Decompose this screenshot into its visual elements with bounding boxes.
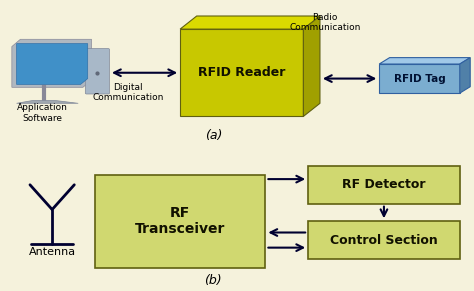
FancyBboxPatch shape bbox=[308, 221, 460, 259]
Text: (b): (b) bbox=[204, 274, 222, 287]
Text: Digital
Communication: Digital Communication bbox=[92, 83, 164, 102]
Polygon shape bbox=[180, 16, 320, 29]
Polygon shape bbox=[379, 58, 470, 64]
Text: RF
Transceiver: RF Transceiver bbox=[135, 206, 225, 236]
Text: (a): (a) bbox=[205, 129, 222, 142]
Polygon shape bbox=[303, 16, 320, 116]
FancyBboxPatch shape bbox=[308, 166, 460, 204]
Polygon shape bbox=[460, 58, 470, 93]
Polygon shape bbox=[379, 64, 460, 93]
Text: RFID Tag: RFID Tag bbox=[393, 74, 446, 84]
Text: RFID Reader: RFID Reader bbox=[198, 66, 285, 79]
Text: Radio
Communication: Radio Communication bbox=[289, 13, 360, 33]
Text: Application
Software: Application Software bbox=[17, 103, 68, 123]
Text: RF Detector: RF Detector bbox=[342, 178, 426, 191]
Polygon shape bbox=[17, 100, 78, 103]
Polygon shape bbox=[12, 39, 91, 87]
Polygon shape bbox=[180, 29, 303, 116]
Text: Antenna: Antenna bbox=[28, 247, 76, 257]
Polygon shape bbox=[17, 44, 88, 84]
Text: Control Section: Control Section bbox=[330, 234, 438, 246]
FancyBboxPatch shape bbox=[95, 175, 265, 268]
FancyBboxPatch shape bbox=[85, 49, 109, 94]
